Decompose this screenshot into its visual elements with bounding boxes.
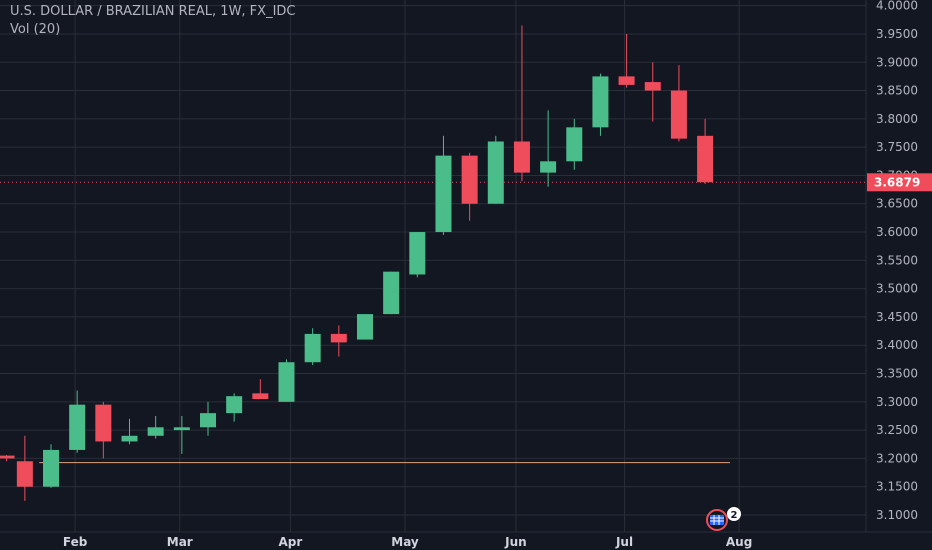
- candle-up[interactable]: [121, 418, 138, 445]
- candle-body: [43, 449, 60, 487]
- candle-body: [147, 427, 164, 436]
- candle-down[interactable]: [252, 379, 269, 399]
- grid-lines: [0, 0, 866, 532]
- price-tick-label: 3.2000: [876, 451, 918, 465]
- time-tick-label-feb: Feb: [63, 535, 88, 549]
- price-tick-label: 3.5000: [876, 282, 918, 296]
- time-tick-label-aug: Aug: [726, 535, 752, 549]
- candle-down[interactable]: [0, 455, 15, 462]
- price-tick-label: 3.3000: [876, 395, 918, 409]
- candle-up[interactable]: [409, 232, 426, 278]
- candle-body: [69, 404, 86, 450]
- candle-body: [199, 413, 216, 428]
- candle-down[interactable]: [16, 435, 33, 501]
- candle-body: [566, 127, 583, 162]
- candle-body: [487, 141, 504, 204]
- candle-up[interactable]: [487, 135, 504, 204]
- price-tick-label: 3.7500: [876, 140, 918, 154]
- events-badge[interactable]: 2: [706, 507, 741, 531]
- price-tick-label: 3.4500: [876, 310, 918, 324]
- badge-count-bubble: [727, 507, 741, 521]
- price-tick-label: 3.8000: [876, 112, 918, 126]
- last-price-value: 3.6879: [874, 175, 920, 189]
- badge-count: 2: [731, 510, 738, 521]
- time-tick-label-apr: Apr: [279, 535, 303, 549]
- time-tick-label-jun: Jun: [504, 535, 527, 549]
- candle-body: [540, 161, 557, 173]
- candle-body: [173, 427, 190, 431]
- candle-body: [16, 461, 33, 487]
- price-axis[interactable]: 3.1000 3.1500 3.2000 3.2500 3.3000 3.3500 3.40…: [876, 0, 918, 522]
- candle-body: [95, 404, 112, 442]
- candle-up[interactable]: [383, 271, 400, 315]
- last-price-tag: 3.6879: [867, 173, 932, 192]
- candle-down[interactable]: [513, 25, 530, 182]
- price-tick-label: 3.9000: [876, 55, 918, 69]
- calendar-icon: [710, 515, 724, 525]
- candle-body: [697, 135, 714, 183]
- candle-up[interactable]: [435, 135, 452, 235]
- candle-up[interactable]: [566, 118, 583, 170]
- candle-down[interactable]: [644, 62, 661, 122]
- candle-body: [409, 232, 426, 275]
- candle-up[interactable]: [278, 359, 295, 402]
- candle-down[interactable]: [618, 33, 635, 88]
- candle-down[interactable]: [330, 325, 347, 357]
- candle-body: [252, 393, 269, 399]
- candle-body: [278, 362, 295, 402]
- price-tick-label: 3.4000: [876, 338, 918, 352]
- candle-body: [435, 155, 452, 233]
- candles-layer[interactable]: [0, 25, 714, 501]
- candle-body: [304, 333, 321, 363]
- candle-up[interactable]: [592, 73, 609, 136]
- price-tick-label: 3.6000: [876, 225, 918, 239]
- candle-down[interactable]: [461, 152, 478, 221]
- candle-up[interactable]: [147, 415, 164, 439]
- candle-up[interactable]: [356, 314, 373, 340]
- time-tick-label-jul: Jul: [615, 535, 633, 549]
- candle-body: [644, 82, 661, 91]
- price-tick-label: 3.3500: [876, 367, 918, 381]
- last-price-tag-bg: [867, 173, 932, 192]
- time-tick-label-may: May: [391, 535, 419, 549]
- candle-body: [121, 435, 138, 442]
- candle-body: [356, 314, 373, 340]
- candle-body: [0, 455, 15, 459]
- chart-legend: U.S. DOLLAR / BRAZILIAN REAL, 1W, FX_IDC…: [10, 3, 296, 39]
- candle-body: [226, 396, 243, 414]
- candle-down[interactable]: [670, 65, 687, 142]
- calendar-flag-icon: [706, 509, 728, 531]
- candle-down[interactable]: [697, 118, 714, 184]
- candle-up[interactable]: [304, 328, 321, 366]
- candle-up[interactable]: [43, 444, 60, 488]
- price-tick-label: 3.5500: [876, 253, 918, 267]
- price-tick-label: 3.9500: [876, 27, 918, 41]
- price-tick-label: 3.1500: [876, 480, 918, 494]
- price-tick-label: 3.1000: [876, 508, 918, 522]
- candle-body: [592, 76, 609, 128]
- price-tick-label: 3.2500: [876, 423, 918, 437]
- candle-up[interactable]: [173, 415, 190, 454]
- candle-body: [330, 333, 347, 343]
- candle-up[interactable]: [226, 393, 243, 422]
- time-axis[interactable]: Feb Mar Apr May Jun Jul Aug: [63, 535, 752, 549]
- price-tick-label: 3.8500: [876, 84, 918, 98]
- volume-indicator-label[interactable]: Vol (20): [10, 22, 61, 37]
- candle-up[interactable]: [69, 390, 86, 453]
- symbol-title[interactable]: U.S. DOLLAR / BRAZILIAN REAL, 1W, FX_IDC: [10, 4, 296, 19]
- candle-down[interactable]: [95, 401, 112, 459]
- price-tick-label: 3.6500: [876, 197, 918, 211]
- time-tick-label-mar: Mar: [167, 535, 193, 549]
- price-tick-label: 4.0000: [876, 0, 918, 13]
- candle-up[interactable]: [199, 401, 216, 436]
- candle-body: [461, 155, 478, 204]
- candle-body: [513, 141, 530, 173]
- candle-up[interactable]: [540, 110, 557, 187]
- candle-body: [670, 90, 687, 139]
- candle-body: [618, 76, 635, 85]
- candle-body: [383, 271, 400, 315]
